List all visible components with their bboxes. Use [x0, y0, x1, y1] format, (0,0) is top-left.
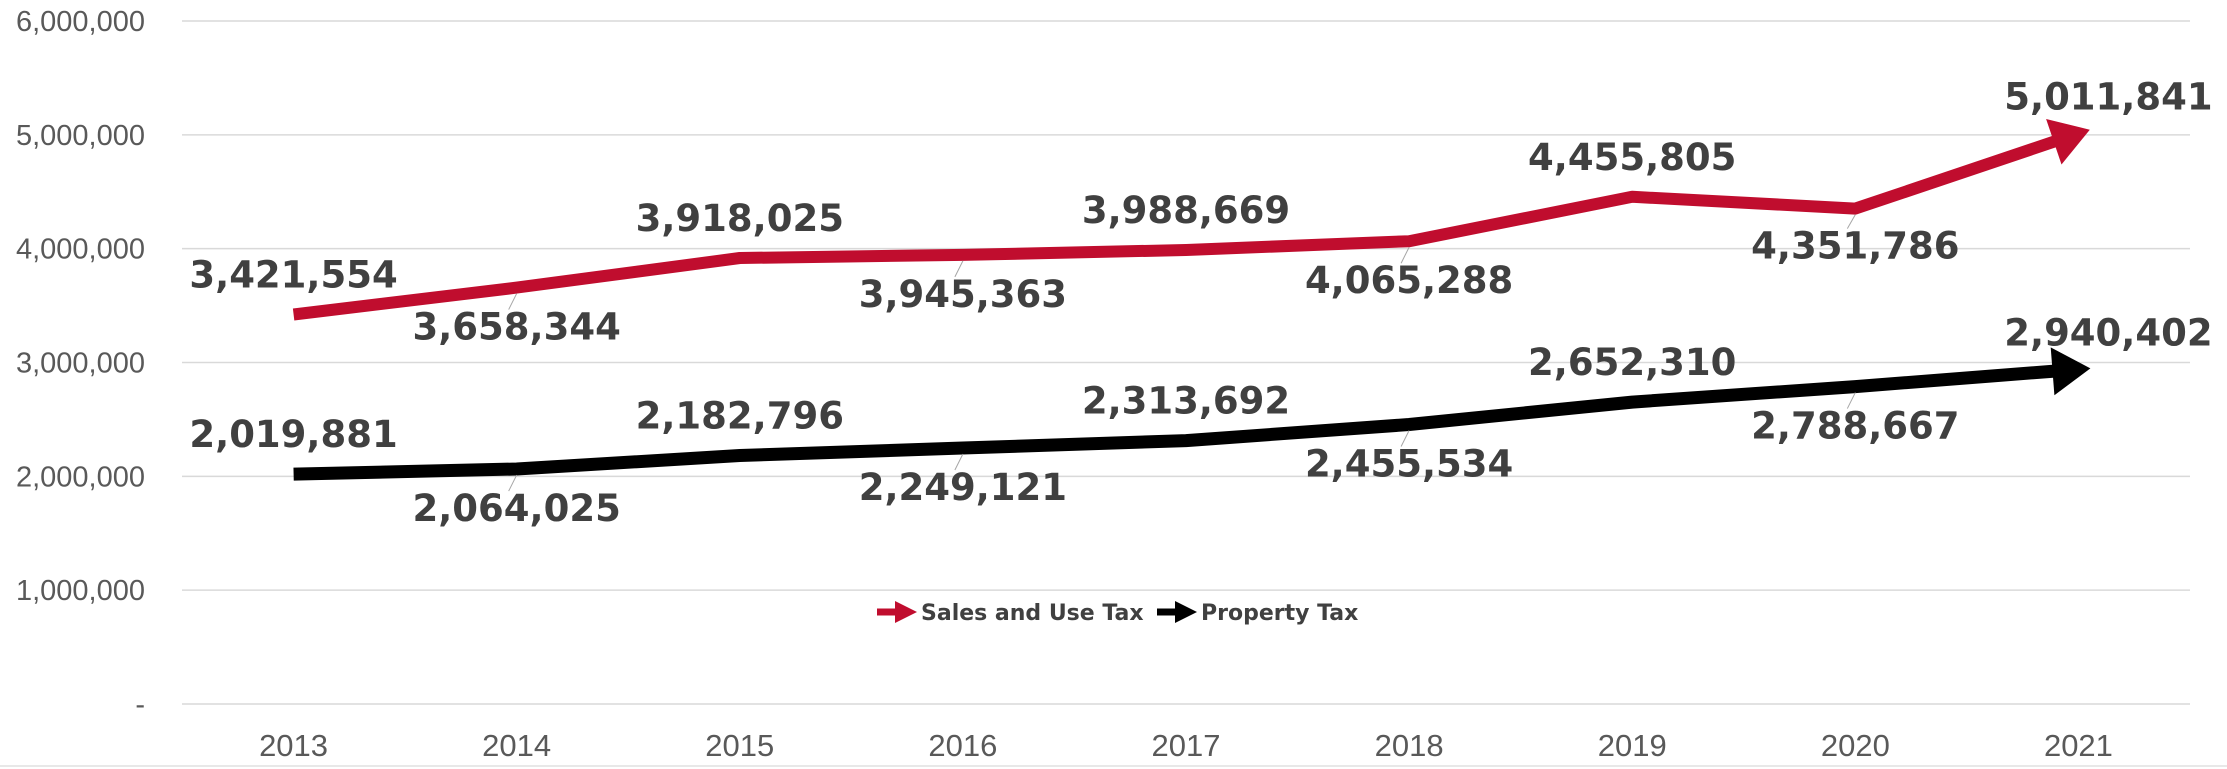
label-leader	[954, 260, 964, 278]
data-label: 2,064,025	[413, 487, 621, 530]
y-tick-label: -	[135, 689, 145, 721]
legend-swatch-arrow	[1175, 601, 1197, 623]
data-label: 4,351,786	[1751, 225, 1959, 268]
data-label: 4,455,805	[1528, 136, 1736, 179]
x-tick-label: 2019	[1598, 728, 1667, 763]
y-tick-label: 1,000,000	[16, 575, 145, 607]
series-arrowhead	[2050, 347, 2091, 396]
data-label: 5,011,841	[2004, 75, 2212, 118]
legend-label: Property Tax	[1201, 601, 1358, 626]
data-label: 2,019,881	[189, 413, 397, 456]
data-label: 3,918,025	[636, 197, 844, 240]
x-tick-label: 2013	[259, 728, 328, 763]
data-labels: 3,421,554 3,658,344 3,918,025 3,945,363 3,98…	[189, 75, 2212, 530]
x-axis: 2013 2014 2015 2016 2017 2018 2019 2020 2021	[259, 728, 2113, 763]
data-label: 2,455,534	[1305, 442, 1513, 485]
label-leader	[1846, 392, 1856, 409]
data-label: 3,658,344	[413, 306, 621, 349]
legend-swatch-arrow	[895, 601, 917, 623]
data-label: 2,788,667	[1751, 405, 1959, 448]
data-label: 2,182,796	[636, 395, 844, 438]
data-label: 4,065,288	[1305, 259, 1513, 302]
series-arrowhead	[2046, 119, 2090, 165]
x-tick-label: 2020	[1821, 728, 1890, 763]
x-tick-label: 2015	[705, 728, 774, 763]
series-lines	[292, 119, 2091, 481]
series-line	[292, 135, 2058, 321]
legend: Sales and Use Tax Property Tax	[877, 601, 1358, 626]
label-leader	[954, 453, 964, 471]
x-tick-label: 2014	[482, 728, 551, 763]
y-tick-label: 5,000,000	[16, 120, 145, 152]
x-tick-label: 2018	[1375, 728, 1444, 763]
y-tick-label: 3,000,000	[16, 348, 145, 380]
x-tick-label: 2017	[1152, 728, 1221, 763]
data-label: 2,249,121	[859, 466, 1067, 509]
label-leader	[1400, 430, 1410, 447]
label-leader	[1846, 214, 1856, 229]
label-leader	[508, 293, 518, 310]
label-leader	[508, 474, 518, 492]
data-label: 3,988,669	[1082, 189, 1290, 232]
x-tick-label: 2016	[928, 728, 997, 763]
data-label: 2,940,402	[2004, 311, 2212, 354]
data-label: 2,313,692	[1082, 380, 1290, 423]
series-line	[293, 364, 2056, 481]
y-tick-label: 4,000,000	[16, 234, 145, 266]
y-tick-label: 2,000,000	[16, 461, 145, 493]
data-label: 3,421,554	[189, 254, 397, 297]
label-leader	[1400, 247, 1410, 264]
data-label: 2,652,310	[1528, 341, 1736, 384]
legend-label: Sales and Use Tax	[921, 601, 1144, 626]
y-axis: - 1,000,000 2,000,000 3,000,000 4,000,000 5,0…	[16, 6, 145, 721]
data-label: 3,945,363	[859, 273, 1067, 316]
y-tick-label: 6,000,000	[16, 6, 145, 38]
x-tick-label: 2021	[2044, 728, 2113, 763]
